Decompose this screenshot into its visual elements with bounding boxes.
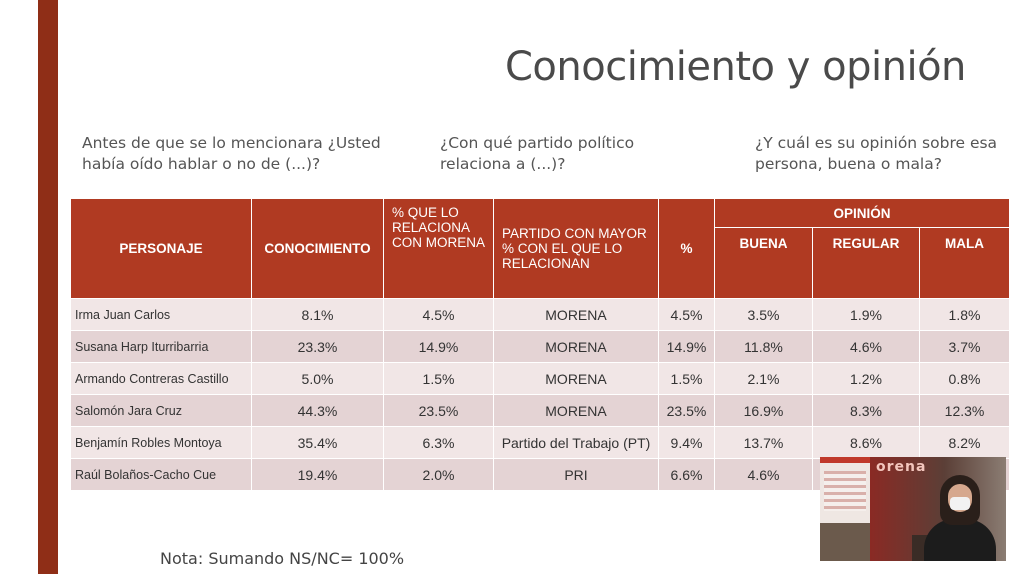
table-row: Irma Juan Carlos 8.1% 4.5% MORENA 4.5% 3… xyxy=(70,298,1011,331)
cell-personaje: Salomón Jara Cruz xyxy=(70,394,252,427)
header-buena: BUENA xyxy=(714,227,813,299)
cell-pct: 6.6% xyxy=(658,458,715,491)
header-partido-mayor: PARTIDO CON MAYOR % CON EL QUE LO RELACI… xyxy=(493,198,659,299)
cell-regular: 8.3% xyxy=(812,394,920,427)
question-knowledge: Antes de que se lo mencionara ¿Usted hab… xyxy=(82,134,381,173)
cell-pct: 9.4% xyxy=(658,426,715,459)
cell-buena: 2.1% xyxy=(714,362,813,395)
slide-accent-bar xyxy=(38,0,58,574)
cell-pct: 1.5% xyxy=(658,362,715,395)
cell-mala: 3.7% xyxy=(918,330,1011,363)
table-subheader-row: BUENA REGULAR MALA xyxy=(71,227,1011,299)
cell-regular: 4.6% xyxy=(812,330,920,363)
cell-partido: MORENA xyxy=(493,330,659,363)
cell-personaje: Raúl Bolaños-Cacho Cue xyxy=(70,458,252,491)
cell-buena: 11.8% xyxy=(714,330,813,363)
cell-conocimiento: 8.1% xyxy=(251,298,384,331)
cell-regular: 8.6% xyxy=(812,426,920,459)
cell-buena: 4.6% xyxy=(714,458,813,491)
cell-conocimiento: 35.4% xyxy=(251,426,384,459)
cell-relaciona: 23.5% xyxy=(383,394,494,427)
cell-conocimiento: 23.3% xyxy=(251,330,384,363)
cell-mala: 8.2% xyxy=(918,426,1011,459)
cell-buena: 16.9% xyxy=(714,394,813,427)
video-banner-text: orena xyxy=(876,459,927,475)
cell-relaciona: 1.5% xyxy=(383,362,494,395)
table-row: Susana Harp Iturribarria 23.3% 14.9% MOR… xyxy=(70,330,1011,363)
table-header-row: PERSONAJE CONOCIMIENTO % QUE LO RELACION… xyxy=(70,198,1011,299)
video-speaker-body xyxy=(924,519,996,561)
cell-mala: 0.8% xyxy=(918,362,1011,395)
question-party: ¿Con qué partido político relaciona a (.… xyxy=(440,134,635,173)
cell-relaciona: 14.9% xyxy=(383,330,494,363)
header-personaje: PERSONAJE xyxy=(70,198,252,299)
cell-pct: 23.5% xyxy=(658,394,715,427)
table-row: Benjamín Robles Montoya 35.4% 6.3% Parti… xyxy=(70,426,1011,459)
cell-regular: 1.2% xyxy=(812,362,920,395)
cell-partido: MORENA xyxy=(493,362,659,395)
header-mala: MALA xyxy=(918,227,1011,299)
header-relaciona-morena: % QUE LO RELACIONA CON MORENA xyxy=(383,198,494,299)
cell-personaje: Benjamín Robles Montoya xyxy=(70,426,252,459)
cell-buena: 3.5% xyxy=(714,298,813,331)
cell-mala: 1.8% xyxy=(918,298,1011,331)
slide-title: Conocimiento y opinión xyxy=(505,44,966,90)
cell-buena: 13.7% xyxy=(714,426,813,459)
cell-partido: MORENA xyxy=(493,394,659,427)
cell-regular: 1.9% xyxy=(812,298,920,331)
cell-mala: 12.3% xyxy=(918,394,1011,427)
header-opinion: OPINIÓN xyxy=(713,198,1011,228)
cell-personaje: Irma Juan Carlos xyxy=(70,298,252,331)
video-results-board xyxy=(820,457,870,523)
video-overlay: orena xyxy=(820,457,1006,561)
cell-personaje: Armando Contreras Castillo xyxy=(70,362,252,395)
cell-relaciona: 2.0% xyxy=(383,458,494,491)
question-opinion: ¿Y cuál es su opinión sobre esa persona,… xyxy=(755,134,998,173)
cell-partido: MORENA xyxy=(493,298,659,331)
cell-partido: PRI xyxy=(493,458,659,491)
table-row: Salomón Jara Cruz 44.3% 23.5% MORENA 23.… xyxy=(70,394,1011,427)
results-table: PERSONAJE CONOCIMIENTO % QUE LO RELACION… xyxy=(70,198,1011,491)
cell-partido: Partido del Trabajo (PT) xyxy=(493,426,659,459)
cell-pct: 4.5% xyxy=(658,298,715,331)
table-row: Armando Contreras Castillo 5.0% 1.5% MOR… xyxy=(70,362,1011,395)
cell-relaciona: 4.5% xyxy=(383,298,494,331)
footnote: Nota: Sumando NS/NC= 100% xyxy=(160,549,405,568)
cell-conocimiento: 44.3% xyxy=(251,394,384,427)
cell-relaciona: 6.3% xyxy=(383,426,494,459)
video-speaker-mask xyxy=(950,497,970,510)
header-conocimiento: CONOCIMIENTO xyxy=(251,198,384,299)
cell-personaje: Susana Harp Iturribarria xyxy=(70,330,252,363)
cell-conocimiento: 5.0% xyxy=(251,362,384,395)
header-pct: % xyxy=(658,198,715,299)
cell-conocimiento: 19.4% xyxy=(251,458,384,491)
cell-pct: 14.9% xyxy=(658,330,715,363)
header-regular: REGULAR xyxy=(812,227,920,299)
